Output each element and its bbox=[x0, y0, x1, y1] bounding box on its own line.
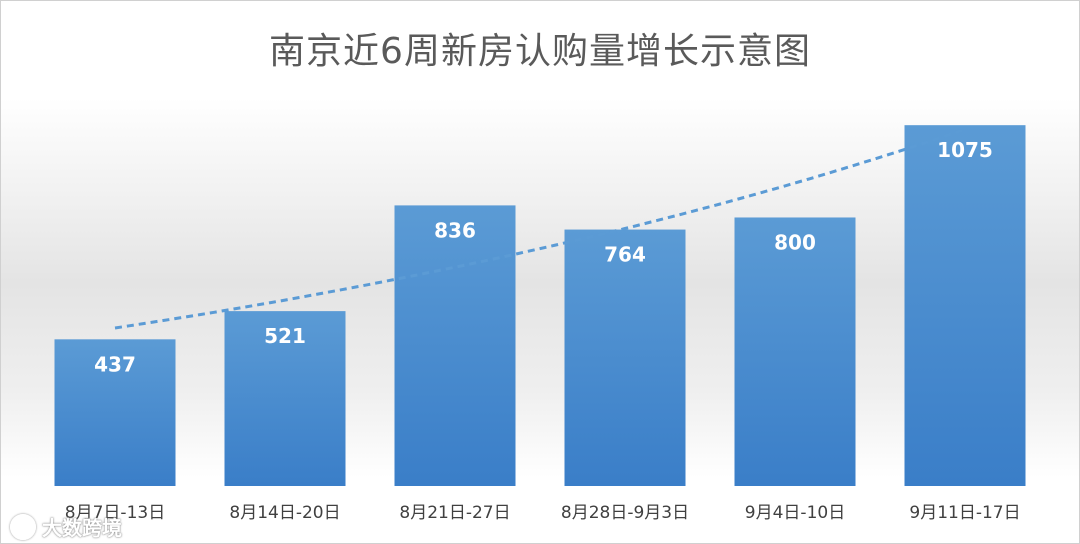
x-tick-label-4: 8月28日-9月3日 bbox=[561, 503, 689, 523]
bar-5 bbox=[734, 217, 856, 486]
bar-2 bbox=[224, 311, 346, 486]
x-tick-label-6: 9月11日-17日 bbox=[909, 503, 1020, 523]
watermark-text: 大数跨境 bbox=[42, 516, 122, 540]
bar-3 bbox=[394, 205, 516, 486]
x-tick-label-3: 8月21日-27日 bbox=[399, 503, 510, 523]
logo-circle-icon bbox=[10, 513, 36, 540]
data-label-2: 521 bbox=[264, 324, 306, 348]
x-tick-label-5: 9月4日-10日 bbox=[745, 503, 845, 523]
x-tick-label-1: 8月7日-13日 bbox=[65, 503, 165, 523]
trendline bbox=[114, 127, 966, 330]
data-label-3: 836 bbox=[434, 218, 476, 242]
bar-4 bbox=[564, 229, 686, 486]
chart-title: 南京近6周新房认购量增长示意图 bbox=[269, 31, 811, 72]
data-label-1: 437 bbox=[94, 352, 136, 376]
data-label-5: 800 bbox=[774, 230, 816, 254]
watermark: 大数跨境 bbox=[10, 512, 122, 541]
x-tick-label-2: 8月14日-20日 bbox=[229, 503, 340, 523]
data-label-4: 764 bbox=[604, 243, 646, 267]
bar-6 bbox=[904, 125, 1026, 486]
bar-1 bbox=[54, 339, 176, 486]
data-label-6: 1075 bbox=[937, 138, 993, 162]
